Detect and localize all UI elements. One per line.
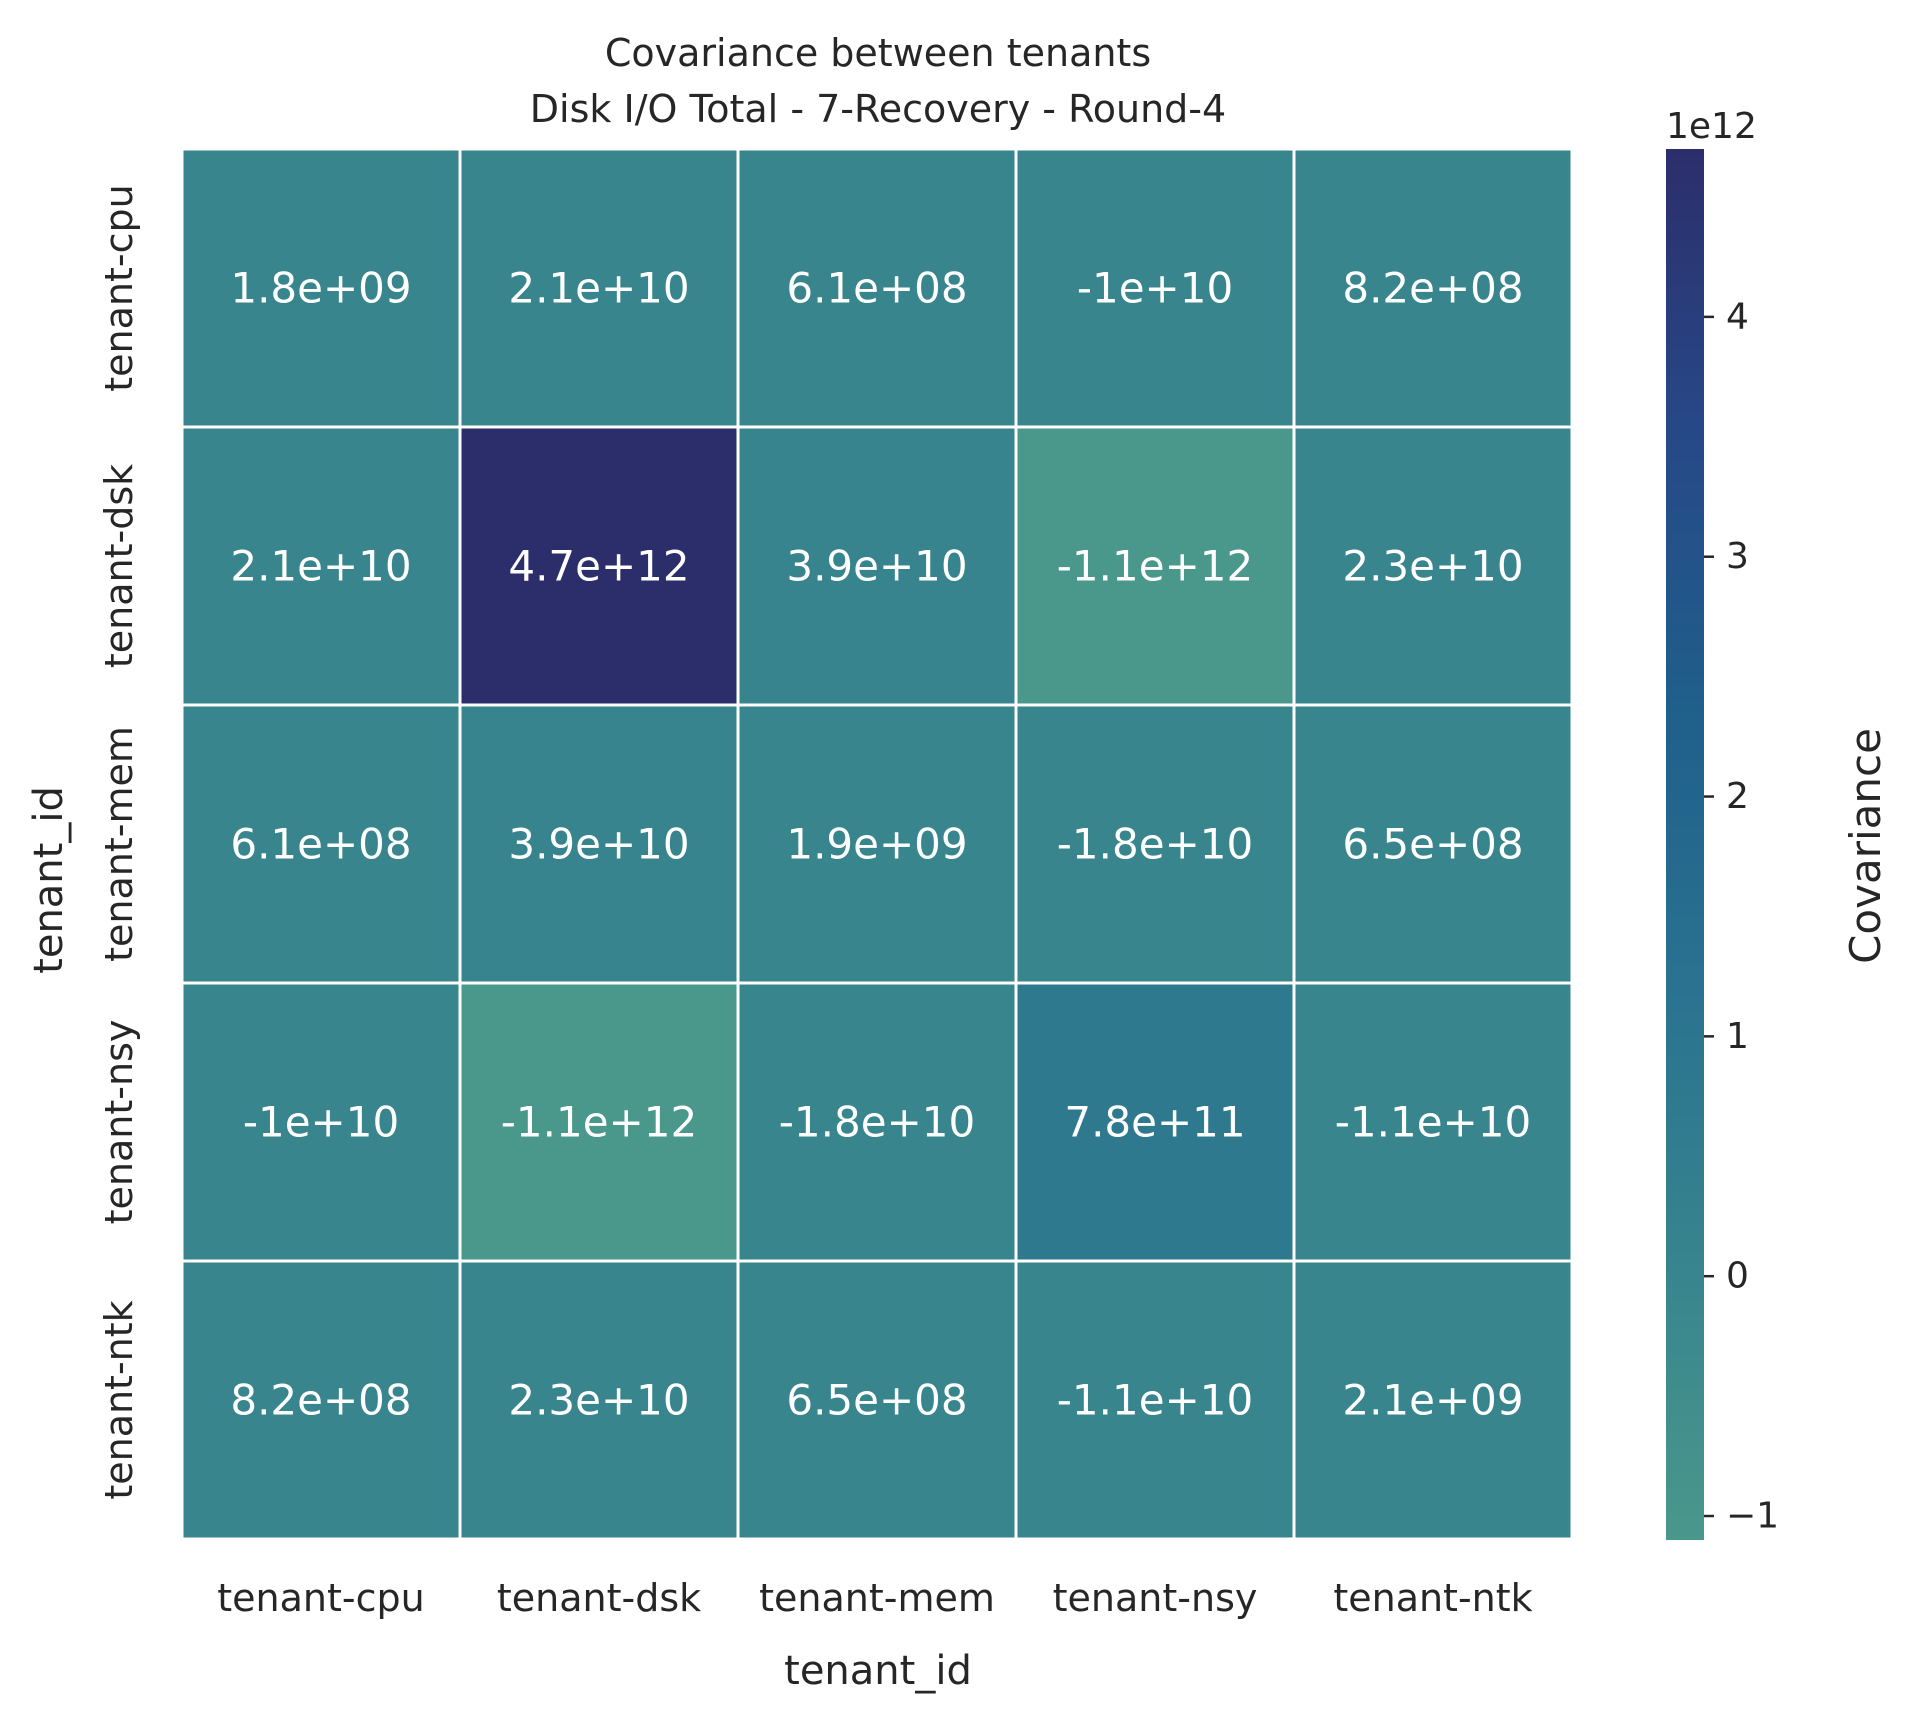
chart-title-line-1: Covariance between tenants — [605, 31, 1151, 75]
heatmap-cell-tenant-cpu-tenant-nsy — [1014, 147, 1296, 429]
cell-annotation: 2.1e+10 — [230, 542, 411, 591]
heatmap-cell-tenant-ntk-tenant-ntk — [1292, 1259, 1574, 1541]
colorbar-tick-label: −1 — [1726, 1496, 1779, 1537]
colorbar — [1666, 149, 1704, 1540]
heatmap-cell-tenant-ntk-tenant-cpu — [180, 1259, 462, 1541]
y-tick-labels: tenant-cpu tenant-dsk tenant-mem tenant-nsy… — [97, 184, 141, 1499]
cell-annotation: 1.9e+09 — [786, 820, 967, 869]
x-axis-label: tenant_id — [784, 1648, 972, 1694]
heatmap-cell-tenant-ntk-tenant-dsk — [458, 1259, 740, 1541]
cell-annotation: 6.1e+08 — [230, 820, 411, 869]
heatmap-cell-tenant-cpu-tenant-cpu — [180, 147, 462, 429]
colorbar-tick-label: 4 — [1726, 296, 1749, 337]
cell-annotation: 2.1e+09 — [1342, 1376, 1523, 1425]
heatmap-cell-tenant-mem-tenant-mem — [736, 703, 1018, 985]
cell-annotation: -1e+10 — [1077, 264, 1233, 313]
heatmap-cell-tenant-cpu-tenant-dsk — [458, 147, 740, 429]
cell-annotation: -1e+10 — [243, 1098, 399, 1147]
cell-annotation: -1.8e+10 — [1057, 820, 1253, 869]
cell-annotation: -1.1e+10 — [1057, 1376, 1253, 1425]
cell-annotation: 6.5e+08 — [1342, 820, 1523, 869]
x-tick-labels: tenant-cpu tenant-dsk tenant-mem tenant-nsy… — [217, 1576, 1532, 1620]
heatmap-cell-tenant-mem-tenant-dsk — [458, 703, 740, 985]
colorbar-tick-label: 3 — [1726, 536, 1749, 577]
x-tick-label: tenant-cpu — [217, 1576, 424, 1620]
cell-annotation: 7.8e+11 — [1064, 1098, 1245, 1147]
colorbar-label: Covariance — [1841, 728, 1890, 964]
heatmap-cell-tenant-nsy-tenant-ntk — [1292, 981, 1574, 1263]
colorbar-tick-label: 0 — [1726, 1256, 1749, 1297]
y-tick-label: tenant-cpu — [97, 184, 141, 391]
heatmap-cell-tenant-mem-tenant-ntk — [1292, 703, 1574, 985]
y-tick-label: tenant-mem — [97, 726, 141, 962]
x-tick-label: tenant-mem — [759, 1576, 995, 1620]
heatmap-cell-tenant-dsk-tenant-cpu — [180, 425, 462, 707]
chart-title-line-2: Disk I/O Total - 7-Recovery - Round-4 — [530, 87, 1226, 131]
y-tick-label: tenant-dsk — [97, 464, 141, 668]
heatmap-cell-tenant-cpu-tenant-mem — [736, 147, 1018, 429]
x-tick-label: tenant-dsk — [497, 1576, 701, 1620]
x-tick-label: tenant-ntk — [1333, 1576, 1532, 1620]
y-tick-label: tenant-ntk — [97, 1300, 141, 1499]
cell-annotation: -1.1e+12 — [501, 1098, 697, 1147]
cell-annotation: 8.2e+08 — [1342, 264, 1523, 313]
cell-annotation: -1.8e+10 — [779, 1098, 975, 1147]
cell-annotation: 8.2e+08 — [230, 1376, 411, 1425]
colorbar-tick-label: 1 — [1726, 1016, 1749, 1057]
heatmap-cell-tenant-dsk-tenant-ntk — [1292, 425, 1574, 707]
heatmap-annotations: 1.8e+09 2.1e+10 6.1e+08 -1e+10 8.2e+08 2.1e+1… — [230, 264, 1531, 1425]
cell-annotation: 6.1e+08 — [786, 264, 967, 313]
cell-annotation: 1.8e+09 — [230, 264, 411, 313]
heatmap-cells — [180, 147, 1574, 1541]
cell-annotation: 4.7e+12 — [508, 542, 689, 591]
heatmap-cell-tenant-nsy-tenant-dsk — [458, 981, 740, 1263]
cell-annotation: -1.1e+12 — [1057, 542, 1253, 591]
colorbar-offset-text: 1e12 — [1666, 106, 1757, 147]
heatmap-cell-tenant-nsy-tenant-cpu — [180, 981, 462, 1263]
cell-annotation: 3.9e+10 — [508, 820, 689, 869]
cell-annotation: 2.3e+10 — [508, 1376, 689, 1425]
heatmap-cell-tenant-cpu-tenant-ntk — [1292, 147, 1574, 429]
heatmap-cell-tenant-nsy-tenant-nsy — [1014, 981, 1296, 1263]
heatmap-cell-tenant-nsy-tenant-mem — [736, 981, 1018, 1263]
cell-annotation: 2.1e+10 — [508, 264, 689, 313]
cell-annotation: 6.5e+08 — [786, 1376, 967, 1425]
cell-annotation: 2.3e+10 — [1342, 542, 1523, 591]
y-axis-label: tenant_id — [26, 786, 72, 974]
colorbar-tick-label: 2 — [1726, 776, 1749, 817]
y-tick-label: tenant-nsy — [97, 1020, 141, 1225]
colorbar-ticks: −1 0 1 2 3 4 — [1704, 296, 1779, 1537]
heatmap-cell-tenant-ntk-tenant-mem — [736, 1259, 1018, 1541]
cell-annotation: -1.1e+10 — [1335, 1098, 1531, 1147]
cell-annotation: 3.9e+10 — [786, 542, 967, 591]
heatmap-cell-tenant-dsk-tenant-mem — [736, 425, 1018, 707]
heatmap-cell-tenant-mem-tenant-nsy — [1014, 703, 1296, 985]
x-tick-label: tenant-nsy — [1053, 1576, 1258, 1620]
